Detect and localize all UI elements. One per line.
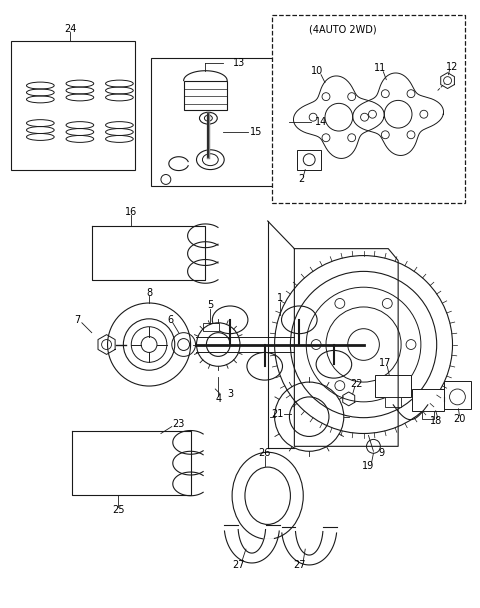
Text: 6: 6 <box>168 315 174 325</box>
Text: 25: 25 <box>112 505 125 514</box>
Text: 18: 18 <box>430 416 442 426</box>
Bar <box>204 323 219 331</box>
Text: 14: 14 <box>315 117 327 127</box>
Bar <box>385 397 401 407</box>
Text: 16: 16 <box>125 207 137 217</box>
Text: 2: 2 <box>298 174 304 184</box>
Text: 27: 27 <box>232 560 244 570</box>
Bar <box>422 411 434 419</box>
Text: 27: 27 <box>293 560 306 570</box>
Text: (4AUTO 2WD): (4AUTO 2WD) <box>309 24 377 34</box>
Text: 10: 10 <box>311 66 323 76</box>
Bar <box>444 381 471 409</box>
Text: 19: 19 <box>362 461 374 471</box>
Text: 4: 4 <box>215 394 221 404</box>
Text: 22: 22 <box>350 379 363 389</box>
Text: 15: 15 <box>250 127 262 137</box>
Text: 5: 5 <box>207 300 214 310</box>
Bar <box>184 81 227 110</box>
Text: 3: 3 <box>227 389 233 399</box>
Text: 26: 26 <box>259 448 271 458</box>
Text: 1: 1 <box>276 293 283 303</box>
Text: 7: 7 <box>74 315 80 325</box>
Text: 24: 24 <box>64 24 76 34</box>
Text: 12: 12 <box>446 62 459 72</box>
Text: 23: 23 <box>172 418 185 429</box>
Text: 11: 11 <box>374 63 386 73</box>
Bar <box>272 15 466 203</box>
Bar <box>151 58 289 187</box>
Bar <box>412 389 444 411</box>
Text: 9: 9 <box>378 448 384 458</box>
Text: 13: 13 <box>233 58 245 68</box>
Text: 20: 20 <box>453 413 466 424</box>
Text: 8: 8 <box>146 288 152 298</box>
Bar <box>375 375 411 397</box>
Bar <box>11 41 135 170</box>
Text: 21: 21 <box>271 409 284 419</box>
Bar <box>297 150 321 170</box>
Text: 17: 17 <box>379 358 392 368</box>
